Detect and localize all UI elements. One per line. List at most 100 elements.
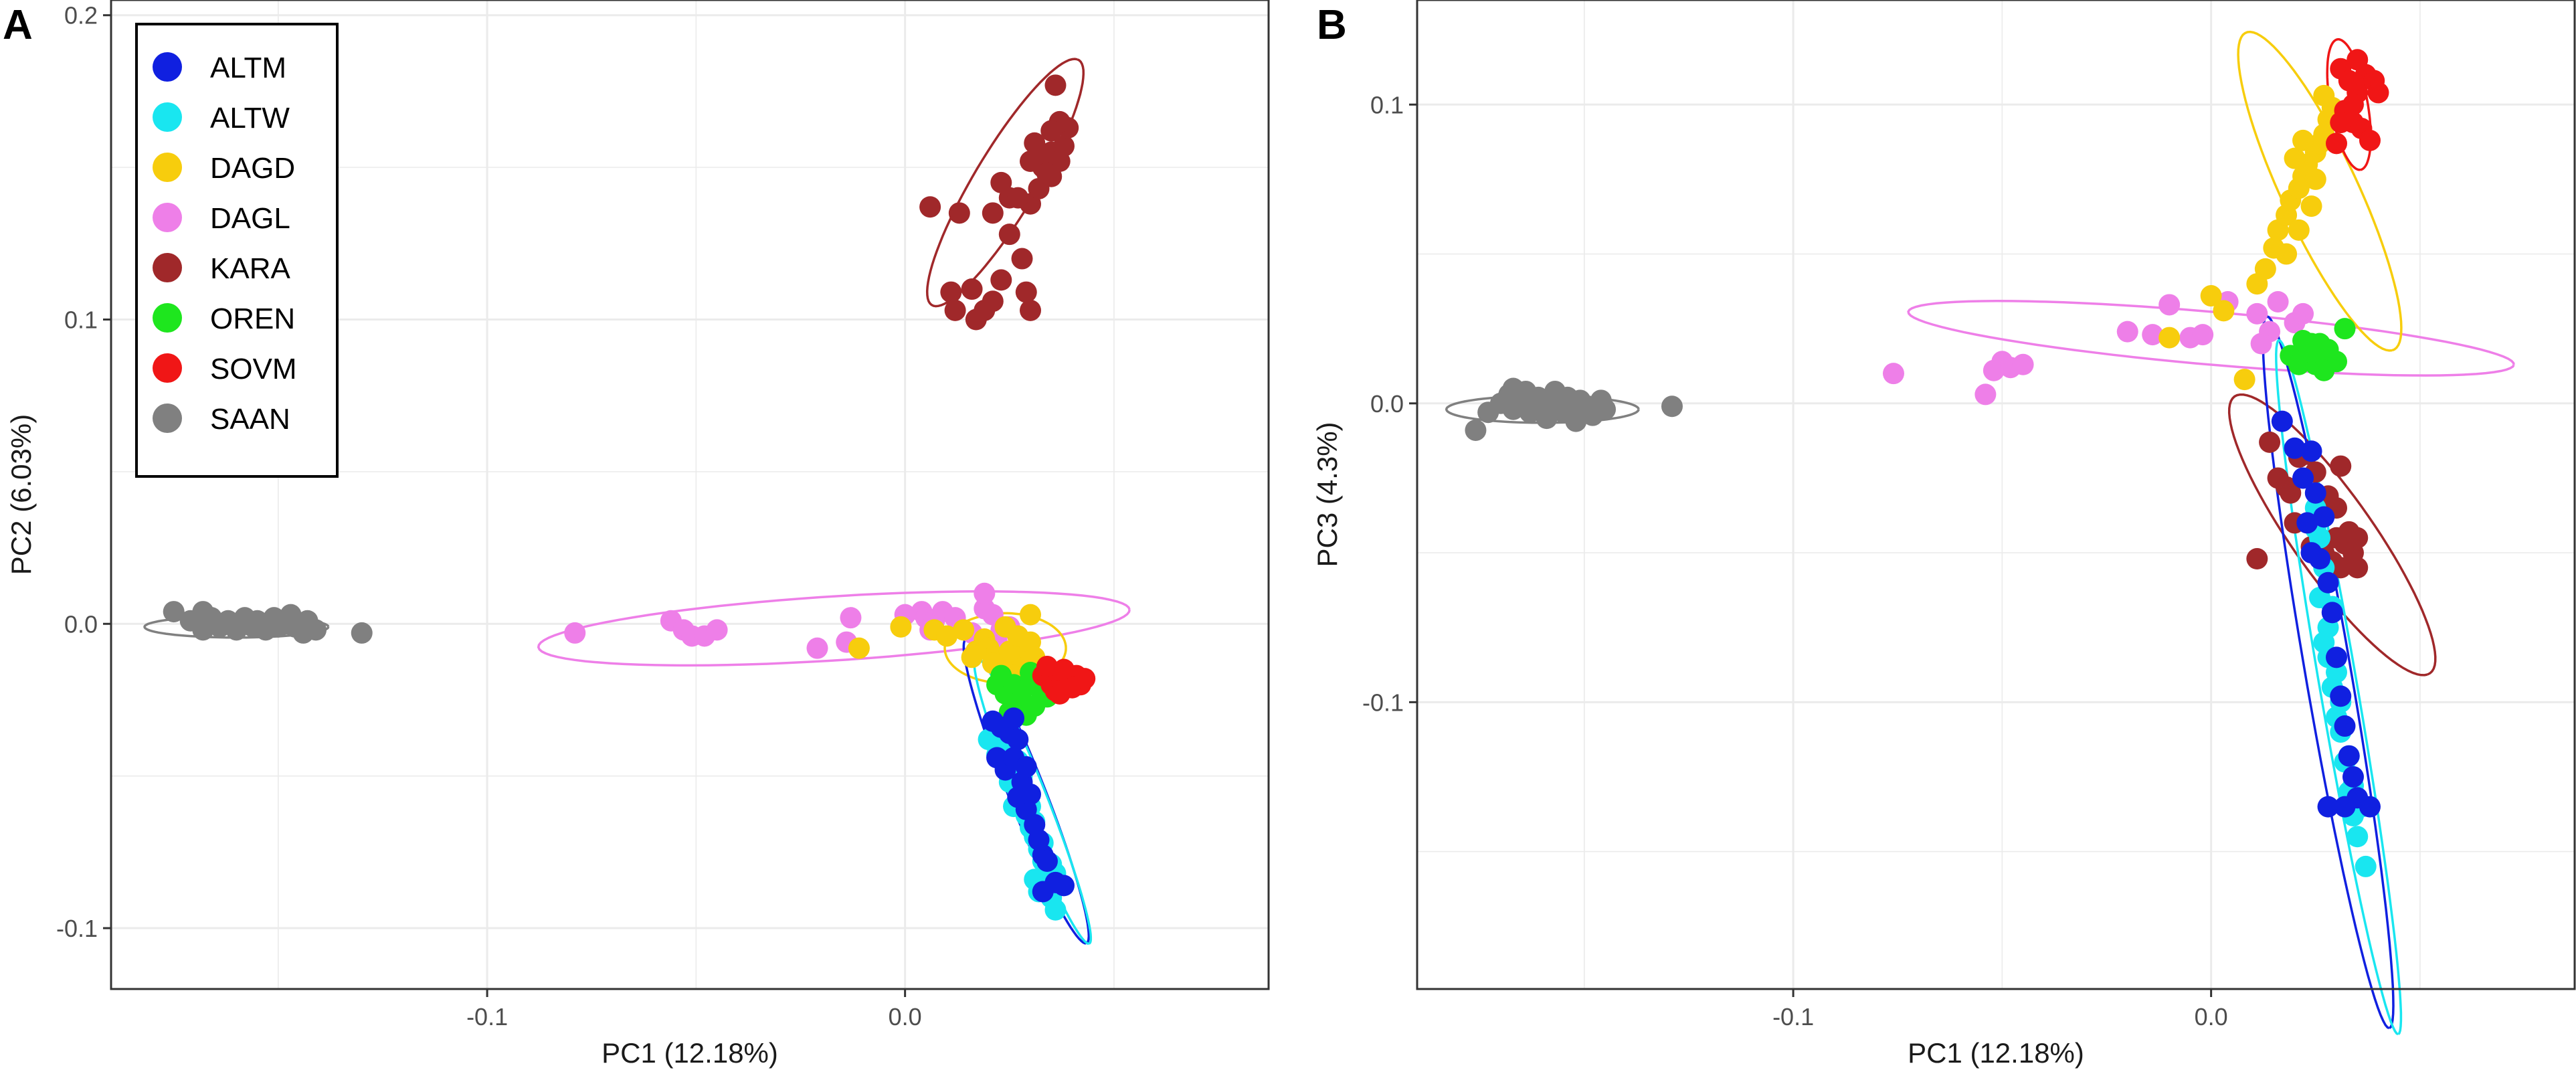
point-kara <box>1024 132 1046 154</box>
point-kara <box>982 202 1004 224</box>
point-kara <box>1040 120 1063 142</box>
point-dagl <box>806 637 828 659</box>
x-tick-label: 0.0 <box>889 1003 922 1030</box>
y-tick-label: 0.2 <box>64 2 98 29</box>
point-kara <box>1020 299 1042 321</box>
point-saan <box>1565 410 1587 432</box>
point-kara <box>2276 476 2298 498</box>
point-altw <box>1044 899 1067 921</box>
point-saan <box>1465 419 1487 441</box>
point-dagd <box>2300 195 2322 217</box>
point-oren <box>990 664 1012 687</box>
point-saan <box>229 613 252 635</box>
legend-swatch-sovm <box>153 353 182 383</box>
point-altm <box>2300 542 2322 564</box>
point-dagd <box>2213 300 2235 322</box>
point-saan <box>305 619 327 641</box>
y-tick-label: 0.0 <box>1370 390 1404 418</box>
point-dagd <box>2313 84 2335 106</box>
point-dagl <box>2192 324 2214 346</box>
x-tick-label: 0.0 <box>2195 1003 2228 1030</box>
plot-border-b <box>1416 0 2576 990</box>
point-saan <box>1540 398 1562 420</box>
point-altm <box>2284 437 2306 459</box>
legend-swatch-dagl <box>153 203 182 232</box>
point-sovm <box>1052 658 1075 681</box>
point-altm <box>2334 796 2356 818</box>
point-altm <box>2300 440 2322 462</box>
point-altm <box>2271 410 2293 432</box>
ellipse-altw <box>2275 339 2403 1036</box>
legend-label-oren: OREN <box>210 302 295 335</box>
point-altm <box>2296 512 2318 534</box>
point-altm <box>2313 506 2335 528</box>
x-tick-label: -0.1 <box>1772 1003 1814 1030</box>
point-saan <box>1502 377 1524 399</box>
point-dagd <box>2292 129 2314 151</box>
y-tick-label: -0.1 <box>1362 689 1404 716</box>
point-altm <box>1052 875 1075 897</box>
ellipse-dagd <box>2237 30 2403 352</box>
point-kara <box>998 223 1020 246</box>
panel-b: B -0.1 0.0 -0.1 0.0 0.1 PC1 (12.18%) PC3 (4… <box>1311 0 2576 1069</box>
point-sovm <box>1074 668 1096 690</box>
y-axis-title-a: PC2 (6.03%) <box>5 414 37 575</box>
point-saan <box>1661 395 1683 418</box>
point-dagl <box>2116 321 2138 343</box>
legend-swatch-saan <box>153 404 182 433</box>
legend-label-dagd: DAGD <box>210 152 295 185</box>
panel-label-a: A <box>3 2 33 48</box>
x-axis-title-a: PC1 (12.18%) <box>602 1037 778 1069</box>
y-ticks-a: -0.1 0.0 0.1 0.2 <box>56 2 111 942</box>
point-dagl <box>1882 363 1904 385</box>
point-kara <box>2246 548 2268 570</box>
point-kara <box>1052 135 1075 157</box>
point-kara <box>1020 151 1042 173</box>
point-altm <box>2326 646 2348 668</box>
legend-box <box>135 23 339 478</box>
point-dagd <box>965 640 987 662</box>
point-dagd <box>2158 327 2181 349</box>
point-dagd <box>2288 219 2310 241</box>
point-oren <box>2334 318 2356 340</box>
point-kara <box>990 269 1012 291</box>
point-altw <box>2347 826 2369 848</box>
point-dagl <box>2250 333 2272 355</box>
point-oren <box>2313 359 2335 381</box>
point-sovm <box>2326 132 2348 155</box>
point-kara <box>2330 455 2352 477</box>
legend-label-saan: SAAN <box>210 403 290 436</box>
legend-swatch-dagd <box>153 153 182 182</box>
point-saan <box>163 601 185 623</box>
plot-border-a <box>110 0 1270 990</box>
legend-label-kara: KARA <box>210 252 290 285</box>
point-altm <box>1015 756 1037 778</box>
y-tick-label: 0.1 <box>64 306 98 334</box>
point-sovm <box>2342 94 2364 116</box>
point-kara <box>948 202 970 224</box>
point-altm <box>2317 796 2339 818</box>
point-altm <box>2359 796 2381 818</box>
points-b <box>1465 49 2389 877</box>
point-dagl <box>2292 302 2314 325</box>
point-kara <box>2259 431 2281 453</box>
point-dagd <box>936 625 958 647</box>
ellipse-dagl <box>1907 300 2515 377</box>
point-dagd <box>953 619 975 641</box>
legend-swatch-altw <box>153 102 182 132</box>
x-axis-title-b: PC1 (12.18%) <box>1908 1037 2084 1069</box>
y-tick-label: 0.1 <box>1370 91 1404 118</box>
x-tick-label: -0.1 <box>466 1003 508 1030</box>
point-dagd <box>848 637 870 659</box>
legend-a: ALTM ALTW DAGD DAGL KARA OREN SOVM SAAN <box>135 23 339 478</box>
y-tick-label: 0.0 <box>64 610 98 638</box>
point-dagd <box>2304 168 2326 190</box>
point-altm <box>2334 715 2356 737</box>
point-kara <box>2347 527 2369 549</box>
point-dagd <box>2254 258 2276 280</box>
legend-swatch-altm <box>153 52 182 82</box>
point-kara <box>1044 74 1067 96</box>
point-sovm <box>2359 129 2381 151</box>
